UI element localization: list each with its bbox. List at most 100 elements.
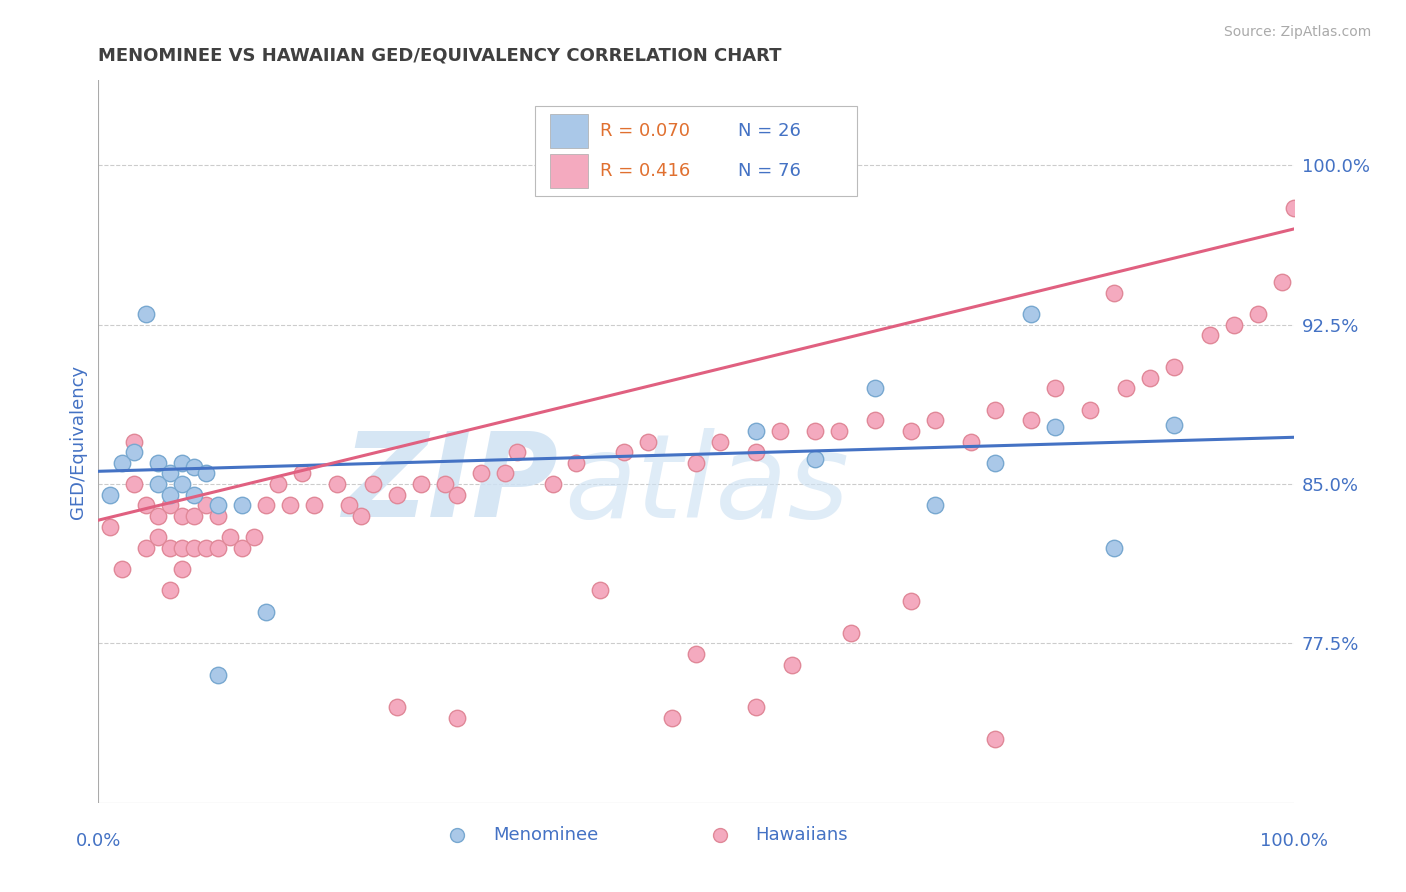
Point	[98, 488, 122, 502]
Point	[148, 477, 170, 491]
Point	[195, 541, 218, 555]
Point	[111, 562, 134, 576]
Point	[613, 445, 636, 459]
Text: R = 0.070: R = 0.070	[600, 122, 690, 140]
Point	[207, 508, 229, 523]
Point	[1163, 417, 1185, 432]
Point	[1271, 275, 1294, 289]
Point	[960, 434, 983, 449]
Point	[124, 445, 146, 459]
Point	[267, 477, 290, 491]
Point	[98, 519, 122, 533]
Text: R = 0.416: R = 0.416	[600, 161, 690, 179]
FancyBboxPatch shape	[550, 153, 589, 187]
Point	[1139, 371, 1161, 385]
Point	[159, 488, 181, 502]
Point	[159, 583, 181, 598]
Point	[446, 711, 468, 725]
Point	[804, 451, 827, 466]
Point	[385, 488, 409, 502]
Text: Menominee: Menominee	[494, 826, 598, 845]
Point	[1223, 318, 1246, 332]
Point	[195, 467, 218, 481]
Point	[1115, 381, 1137, 395]
Point	[1043, 419, 1066, 434]
Text: 100.0%: 100.0%	[1260, 831, 1327, 850]
Point	[278, 498, 301, 512]
Point	[841, 625, 863, 640]
Point	[1104, 285, 1126, 300]
Point	[1104, 541, 1126, 555]
Point	[1199, 328, 1222, 343]
Point	[924, 498, 946, 512]
Point	[291, 467, 314, 481]
Point	[183, 460, 205, 475]
Point	[768, 424, 790, 438]
Text: N = 76: N = 76	[738, 161, 800, 179]
Y-axis label: GED/Equivalency: GED/Equivalency	[69, 365, 87, 518]
Point	[172, 562, 194, 576]
Point	[124, 434, 146, 449]
Point	[804, 424, 827, 438]
Point	[745, 424, 768, 438]
Point	[207, 541, 229, 555]
Point	[865, 381, 887, 395]
Point	[254, 605, 277, 619]
Point	[195, 498, 218, 512]
Point	[637, 434, 659, 449]
Point	[494, 467, 516, 481]
Point	[1043, 381, 1066, 395]
Text: MENOMINEE VS HAWAIIAN GED/EQUIVALENCY CORRELATION CHART: MENOMINEE VS HAWAIIAN GED/EQUIVALENCY CO…	[98, 47, 782, 65]
Point	[865, 413, 887, 427]
Point	[984, 402, 1007, 417]
Point	[111, 456, 134, 470]
Point	[183, 541, 205, 555]
Point	[900, 594, 922, 608]
Point	[565, 456, 588, 470]
Point	[541, 477, 564, 491]
Point	[231, 498, 253, 512]
Point	[254, 498, 277, 512]
Point	[326, 477, 349, 491]
Point	[363, 477, 385, 491]
Point	[135, 498, 157, 512]
Text: ZIP: ZIP	[343, 427, 558, 542]
Point	[135, 541, 157, 555]
Point	[183, 488, 205, 502]
Point	[159, 541, 181, 555]
Point	[339, 498, 361, 512]
Point	[231, 541, 253, 555]
Point	[159, 498, 181, 512]
Point	[1019, 307, 1042, 321]
Point	[685, 456, 707, 470]
Point	[385, 700, 409, 714]
Text: Source: ZipAtlas.com: Source: ZipAtlas.com	[1223, 25, 1371, 39]
Point	[148, 530, 170, 544]
FancyBboxPatch shape	[534, 105, 858, 196]
Point	[172, 456, 194, 470]
Point	[172, 477, 194, 491]
Point	[148, 456, 170, 470]
Point	[745, 445, 768, 459]
Point	[135, 307, 157, 321]
Point	[350, 508, 373, 523]
Point	[148, 508, 170, 523]
Point	[1282, 201, 1305, 215]
Point	[780, 657, 803, 672]
Text: N = 26: N = 26	[738, 122, 800, 140]
Point	[446, 488, 468, 502]
Point	[1019, 413, 1042, 427]
Point	[589, 583, 612, 598]
Point	[302, 498, 325, 512]
Point	[434, 477, 457, 491]
Point	[172, 541, 194, 555]
Point	[1163, 360, 1185, 375]
Point	[506, 445, 529, 459]
Text: 0.0%: 0.0%	[76, 831, 121, 850]
Point	[1247, 307, 1270, 321]
Text: Hawaiians: Hawaiians	[756, 826, 848, 845]
Point	[411, 477, 433, 491]
Point	[709, 434, 731, 449]
Point	[207, 498, 229, 512]
Point	[172, 508, 194, 523]
